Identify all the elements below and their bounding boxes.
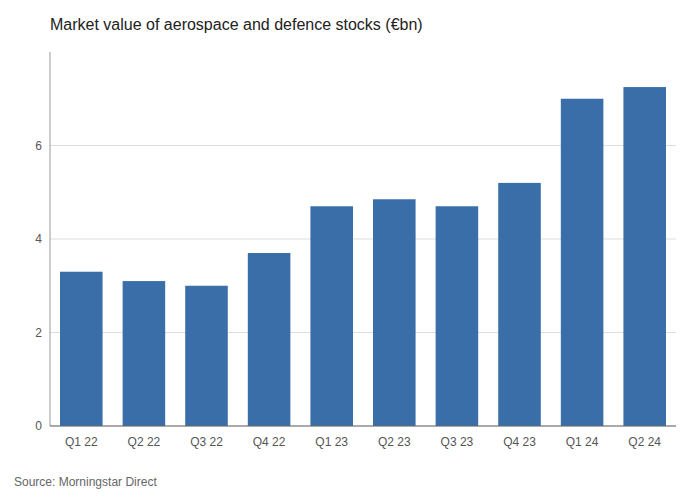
chart: Market value of aerospace and defence st… — [0, 0, 700, 500]
y-tick-label: 0 — [35, 419, 42, 433]
x-tick-label: Q1 22 — [65, 435, 98, 449]
title: Market value of aerospace and defence st… — [50, 16, 423, 33]
bar — [498, 183, 541, 426]
bar — [123, 281, 166, 426]
x-tick-label: Q1 23 — [315, 435, 348, 449]
chart-container: Market value of aerospace and defence st… — [0, 0, 700, 500]
source: Source: Morningstar Direct — [14, 475, 157, 489]
bars — [60, 87, 666, 426]
bar — [185, 286, 228, 426]
y-tick-label: 4 — [35, 232, 42, 246]
x-tick-label: Q2 22 — [128, 435, 161, 449]
x-tick-label: Q2 24 — [628, 435, 661, 449]
x-tick-label: Q2 23 — [378, 435, 411, 449]
bar — [60, 272, 103, 426]
x-tick-label: Q3 22 — [190, 435, 223, 449]
bar — [248, 253, 291, 426]
x-tick-label: Q4 22 — [253, 435, 286, 449]
y-tick-label: 2 — [35, 326, 42, 340]
x-tick-label: Q3 23 — [441, 435, 474, 449]
bar — [310, 206, 353, 426]
grid-line — [50, 426, 676, 427]
bar — [436, 206, 479, 426]
bar — [373, 199, 416, 426]
y-tick-label: 6 — [35, 139, 42, 153]
x-tick-label: Q4 23 — [503, 435, 536, 449]
x-tick-label: Q1 24 — [566, 435, 599, 449]
bar — [561, 99, 604, 426]
x-axis-line — [50, 426, 676, 427]
y-axis-line — [50, 52, 51, 426]
bar — [623, 87, 666, 426]
